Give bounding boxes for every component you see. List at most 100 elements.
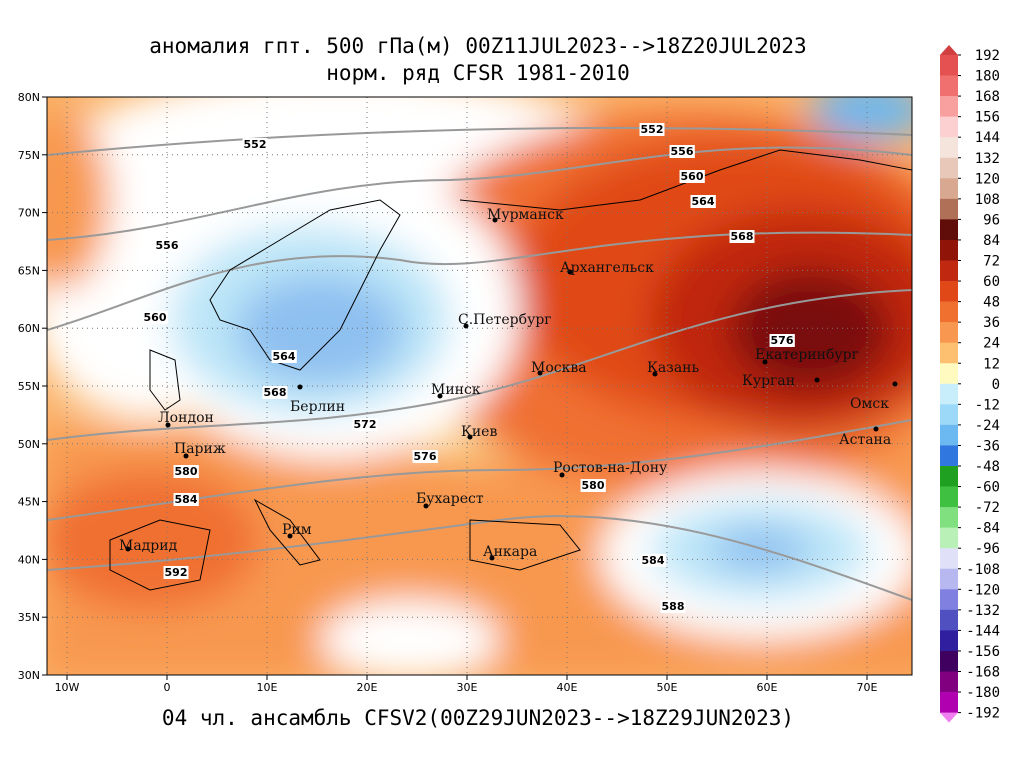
colorbar-band xyxy=(940,75,958,97)
colorbar-label: 120 xyxy=(975,171,1000,187)
contour-label-box xyxy=(690,195,716,208)
city-dot xyxy=(467,434,473,440)
lat-label: 70N xyxy=(18,207,40,220)
city-label: Париж xyxy=(174,441,226,457)
colorbar-label: -72 xyxy=(975,500,1000,516)
city-label: Берлин xyxy=(290,399,345,415)
city-label: Мурманск xyxy=(487,207,564,223)
colorbar-label: 156 xyxy=(975,110,1000,126)
footer: 04 чл. ансамбль CFSV2(00Z29JUN2023-->18Z… xyxy=(162,706,794,730)
contour-label: 560 xyxy=(144,311,167,324)
colorbar-label: -156 xyxy=(966,644,1000,660)
city-label: Архангельск xyxy=(560,260,654,276)
contour-label-box xyxy=(639,123,665,136)
colorbar-label: 60 xyxy=(983,274,1000,290)
colorbar-label: 0 xyxy=(992,377,1000,393)
city-dot xyxy=(183,453,189,459)
colorbar-label: 24 xyxy=(983,336,1000,352)
colorbar-label: 84 xyxy=(983,233,1000,249)
lat-label: 75N xyxy=(18,149,40,162)
contour-label-box xyxy=(669,145,695,158)
colorbar-label: -24 xyxy=(975,418,1000,434)
title: аномалия гпт. 500 гПа(м) 00Z11JUL2023-->… xyxy=(149,34,806,58)
contour-label: 568 xyxy=(731,230,754,243)
colorbar-label: 36 xyxy=(983,315,1000,331)
contour-label: 552 xyxy=(244,138,267,151)
colorbar-label: -60 xyxy=(975,480,1000,496)
colorbar-label: -108 xyxy=(966,562,1000,578)
contour-label: 556 xyxy=(156,239,179,252)
contour-label-box xyxy=(640,554,666,567)
lat-label: 30N xyxy=(18,669,40,682)
lon-label: 0 xyxy=(164,681,171,694)
contour-label-box xyxy=(679,170,705,183)
city-label: Бухарест xyxy=(416,491,484,507)
colorbar-band xyxy=(940,630,958,652)
contour-label: 552 xyxy=(641,123,664,136)
contour-label: 568 xyxy=(264,386,287,399)
city-label: Минск xyxy=(431,382,481,398)
colorbar-band xyxy=(940,363,958,385)
colorbar-band xyxy=(940,322,958,343)
city-dot xyxy=(463,323,469,329)
city-dot xyxy=(489,555,495,561)
city-label: Рим xyxy=(282,522,312,538)
colorbar-band xyxy=(940,137,958,159)
colorbar-band xyxy=(940,281,958,302)
contour-label-box xyxy=(729,230,755,243)
colorbar-label: -12 xyxy=(975,397,1000,413)
colorbar-band xyxy=(940,260,958,282)
contour-label-box xyxy=(163,566,189,579)
city-dot xyxy=(567,269,573,275)
colorbar-label: 168 xyxy=(975,89,1000,105)
city-label: Анкара xyxy=(483,544,537,560)
city-dot xyxy=(892,381,898,387)
city-dot xyxy=(873,426,879,432)
contour-label: 584 xyxy=(642,554,665,567)
lon-label: 60E xyxy=(757,681,778,694)
city-label: Казань xyxy=(647,360,699,376)
lon-label: 50E xyxy=(657,681,678,694)
contour-label: 580 xyxy=(175,465,198,478)
city-dot xyxy=(652,371,658,377)
contour-label-box xyxy=(173,493,199,506)
colorbar-label: 132 xyxy=(975,151,1000,167)
city-label: Москва xyxy=(531,360,587,376)
lon-label: 30E xyxy=(457,681,478,694)
colorbar-label: -144 xyxy=(966,623,1000,639)
city-label: Киев xyxy=(461,424,497,440)
lon-label: 10W xyxy=(55,681,80,694)
contour-label-box xyxy=(142,311,168,324)
lat-label: 45N xyxy=(18,496,40,509)
colorbar-label: 144 xyxy=(975,130,1000,146)
colorbar-band xyxy=(940,116,958,138)
colorbar-band xyxy=(940,342,958,364)
city-dot xyxy=(537,370,543,376)
colorbar-band xyxy=(940,404,958,426)
contour-label: 580 xyxy=(582,479,605,492)
colorbar-label: -96 xyxy=(975,541,1000,557)
colorbar-label: 72 xyxy=(983,254,1000,270)
colorbar-band xyxy=(940,507,958,528)
city-dot xyxy=(437,393,443,399)
colorbar-label: -36 xyxy=(975,438,1000,454)
colorbar-band xyxy=(940,96,958,117)
colorbar-label: -192 xyxy=(966,706,1000,722)
city-label: Екатеринбург xyxy=(755,347,859,363)
colorbar-band xyxy=(940,424,958,446)
colorbar-band xyxy=(940,445,958,467)
contour-label-box xyxy=(660,600,686,613)
city-label: Омск xyxy=(850,396,889,412)
colorbar-band xyxy=(940,157,958,179)
colorbar-band xyxy=(940,301,958,323)
colorbar-label: 12 xyxy=(983,356,1000,372)
contour-label-box xyxy=(173,465,199,478)
lat-label: 50N xyxy=(18,438,40,451)
contour-label-box xyxy=(580,479,606,492)
contour-label: 584 xyxy=(175,493,198,506)
city-dot xyxy=(287,533,293,539)
lat-label: 65N xyxy=(18,264,40,277)
colorbar-label: -168 xyxy=(966,665,1000,681)
city-dot xyxy=(423,503,429,509)
